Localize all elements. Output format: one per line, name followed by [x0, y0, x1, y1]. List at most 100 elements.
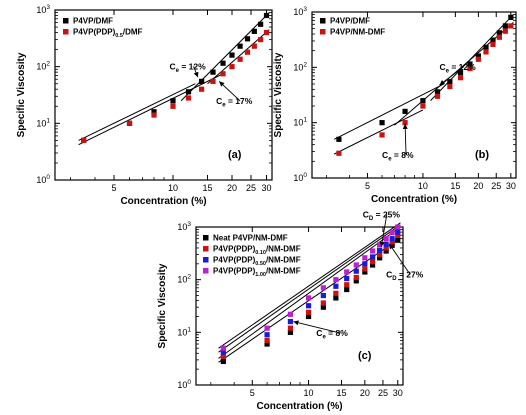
data-point — [199, 78, 205, 84]
data-point — [377, 242, 383, 248]
data-point — [420, 103, 426, 109]
data-point — [353, 274, 359, 281]
data-point — [287, 329, 294, 335]
x-tick-label: 25 — [246, 183, 256, 193]
panel-label: (b) — [475, 149, 489, 161]
data-point — [320, 285, 326, 291]
data-point — [320, 300, 326, 306]
data-point — [353, 278, 359, 284]
annotation-label: Ce = 12% — [170, 61, 207, 74]
panel-label: (c) — [358, 350, 372, 362]
fit-line — [78, 83, 196, 141]
data-point — [320, 304, 326, 310]
y-tick-label: 101 — [36, 117, 50, 128]
legend-marker — [203, 235, 209, 241]
y-axis-title: Specific Viscosity — [273, 52, 284, 137]
data-point — [320, 292, 326, 299]
data-point — [229, 64, 235, 70]
annotation-arrowhead — [389, 243, 395, 250]
data-point — [344, 282, 350, 288]
fit-line — [333, 109, 424, 155]
data-point — [263, 12, 270, 19]
series-2 — [220, 232, 401, 359]
x-tick-label: 15 — [450, 181, 460, 191]
data-point — [402, 120, 408, 126]
data-point — [395, 224, 401, 230]
data-point — [496, 30, 502, 36]
y-tick-label: 100 — [36, 174, 50, 185]
data-point — [496, 34, 502, 40]
annotation-label: Ce = 8% — [382, 150, 414, 163]
data-point — [353, 262, 359, 268]
data-point — [185, 95, 192, 101]
plot-frame — [195, 226, 404, 386]
data-point — [402, 108, 408, 114]
x-tick-label: 10 — [168, 183, 178, 193]
x-tick-label: 5 — [365, 181, 370, 191]
data-point — [229, 52, 235, 58]
data-point — [389, 242, 395, 248]
legend: P4VP/DMF P4VP(PDP)0.5/DMF — [63, 17, 143, 40]
data-point — [333, 290, 339, 296]
x-tick-label: 15 — [203, 183, 213, 193]
y-tick-label: 101 — [293, 117, 307, 128]
data-point — [126, 120, 133, 126]
data-point — [362, 269, 368, 275]
data-point — [336, 136, 342, 142]
data-point — [264, 341, 270, 347]
annotation-label: CD = 25% — [363, 210, 401, 223]
data-point — [220, 71, 226, 77]
data-point — [475, 56, 481, 62]
panel-label: (a) — [228, 149, 242, 161]
chart-panel-3: 100 101 102 103 5 10 15 20 25 30 Concentration (%)… — [157, 210, 424, 412]
annotation-label: Ce = 12% — [439, 62, 476, 75]
legend-label: P4VP(PDP)0.5/DMF — [73, 28, 143, 40]
y-tick-label: 101 — [177, 326, 191, 337]
data-point — [377, 255, 383, 261]
x-tick-label: 10 — [304, 388, 314, 398]
x-tick-label: 10 — [418, 181, 428, 191]
data-point — [185, 89, 192, 95]
y-tick-label: 102 — [36, 61, 50, 72]
data-point — [305, 309, 312, 315]
data-point — [395, 237, 401, 243]
data-point — [457, 70, 464, 76]
x-tick-label: 20 — [227, 183, 237, 193]
data-point — [170, 98, 176, 104]
data-point — [287, 311, 294, 317]
legend-label: P4VP/DMF — [330, 17, 370, 26]
data-point — [237, 43, 243, 49]
data-point — [264, 332, 270, 338]
data-point — [389, 236, 395, 242]
x-axis-title: Concentration (%) — [256, 401, 342, 412]
data-point — [344, 275, 350, 282]
data-point — [210, 69, 216, 75]
legend-marker — [203, 246, 209, 252]
fit-line — [78, 73, 224, 146]
data-point — [379, 132, 385, 138]
data-point — [369, 259, 376, 265]
data-point — [305, 303, 312, 309]
series-3 — [220, 229, 401, 355]
data-point — [369, 262, 376, 268]
data-point — [389, 239, 395, 245]
data-point — [434, 89, 441, 95]
y-tick-label: 100 — [177, 379, 191, 390]
data-point — [151, 112, 157, 118]
legend-label: P4VP(PDP)1.00/NM-DMF — [213, 267, 301, 279]
data-point — [362, 255, 368, 261]
annotation-label: CD = 27% — [386, 269, 424, 282]
annotation-arrowhead — [193, 71, 199, 78]
data-point — [483, 49, 489, 55]
annotation-arrowhead — [293, 320, 299, 326]
data-point — [220, 60, 226, 66]
data-point — [434, 93, 441, 99]
data-point — [333, 283, 339, 289]
data-point — [383, 245, 389, 251]
annotation-arrowhead — [402, 123, 408, 129]
data-point — [383, 241, 389, 247]
plot-frame — [311, 11, 517, 179]
data-point — [210, 78, 216, 84]
data-point — [251, 28, 257, 34]
legend-label: P4VP/NM-DMF — [330, 28, 385, 37]
